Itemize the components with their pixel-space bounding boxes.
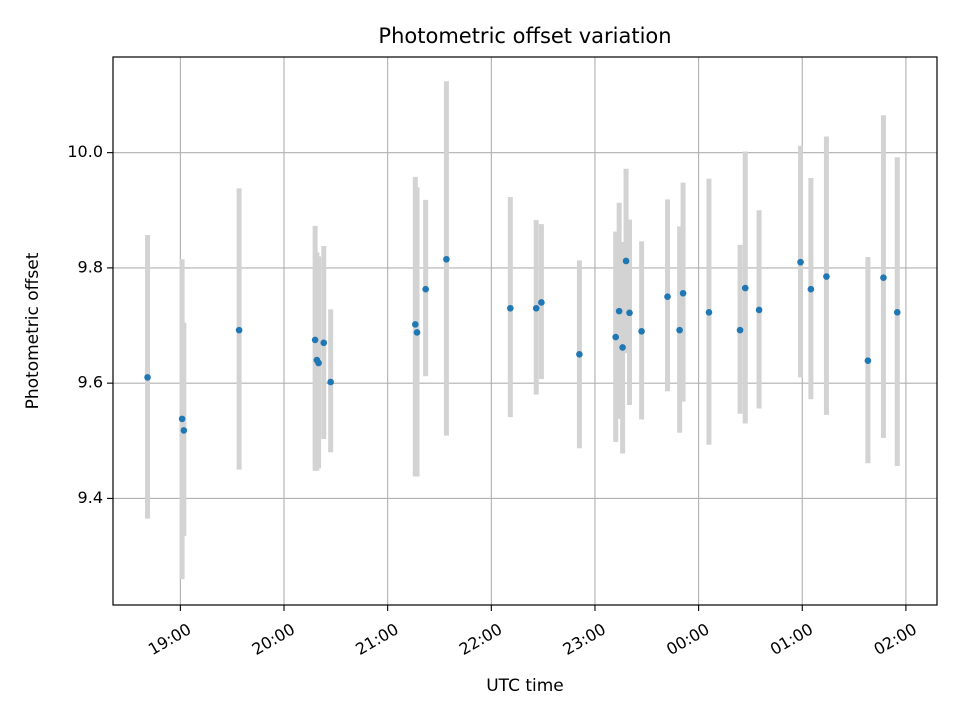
- data-point: [880, 274, 887, 281]
- data-point: [412, 321, 419, 328]
- data-point: [612, 333, 619, 341]
- data-point: [320, 339, 328, 347]
- data-point: [619, 344, 626, 351]
- data-point: [422, 285, 429, 293]
- data-point: [178, 415, 186, 423]
- data-point: [626, 309, 633, 317]
- data-point: [755, 306, 763, 314]
- y-tick-label: 10.0: [67, 142, 103, 161]
- data-point: [144, 374, 151, 381]
- data-point: [615, 307, 623, 315]
- y-axis-label: Photometric offset: [23, 252, 43, 409]
- data-point: [576, 351, 583, 358]
- data-point: [679, 289, 687, 297]
- data-point: [893, 308, 901, 316]
- plot-frame: [112, 56, 938, 606]
- data-point: [864, 357, 872, 364]
- chart-title: Photometric offset variation: [378, 24, 671, 48]
- y-tick-label: 9.8: [78, 257, 103, 276]
- data-point: [664, 293, 671, 301]
- data-point: [507, 304, 514, 312]
- x-axis-label: UTC time: [486, 676, 564, 696]
- data-point: [315, 359, 322, 367]
- data-point: [311, 336, 319, 344]
- data-point: [807, 285, 815, 293]
- data-point: [235, 326, 243, 334]
- data-point: [823, 273, 830, 280]
- y-tick-label: 9.6: [78, 373, 103, 392]
- data-points: [144, 255, 901, 434]
- data-point: [327, 378, 334, 386]
- data-point: [622, 257, 630, 265]
- data-point: [797, 258, 804, 266]
- data-point: [443, 255, 450, 263]
- data-point: [180, 427, 188, 434]
- data-point: [538, 299, 545, 306]
- data-point: [413, 329, 421, 336]
- data-point: [736, 326, 744, 334]
- data-point: [741, 284, 749, 292]
- y-tick-label: 9.4: [78, 488, 103, 507]
- data-point: [705, 308, 713, 316]
- data-point: [638, 327, 645, 335]
- data-point: [532, 304, 540, 312]
- data-point: [676, 326, 683, 334]
